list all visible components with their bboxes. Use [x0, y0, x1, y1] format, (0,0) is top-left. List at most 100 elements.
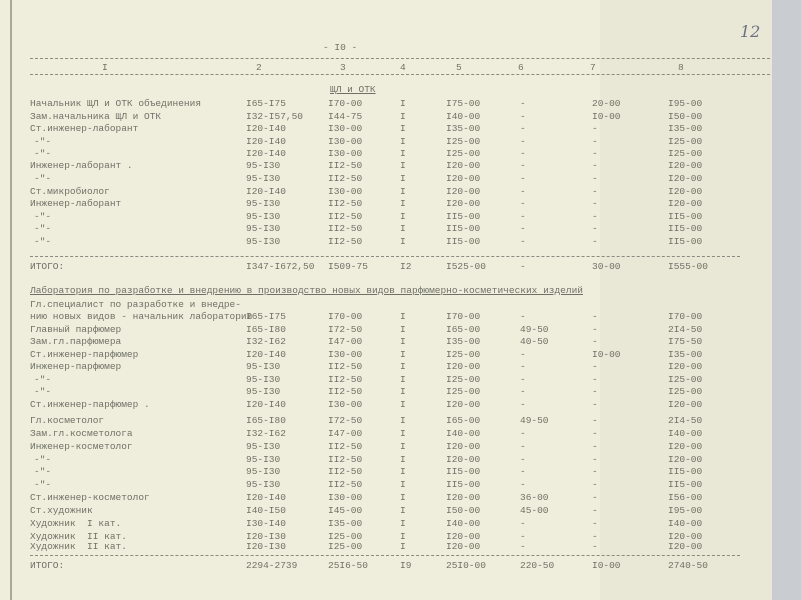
- cell-col-6: -: [520, 399, 526, 410]
- cell-col-1: Художник II кат.: [30, 531, 127, 542]
- cell-col-3: I72-50: [328, 324, 363, 335]
- cell-col-6: -: [520, 223, 526, 234]
- cell-col-5: I40-00: [446, 428, 481, 439]
- cell-col-5: II5-00: [446, 466, 481, 477]
- cell-col-1: Ст.микробиолог: [30, 186, 110, 197]
- section-title: ЩЛ и ОТК: [330, 84, 376, 95]
- cell-col-8: I35-00: [668, 349, 703, 360]
- cell-col-2: 95-I30: [246, 160, 281, 171]
- cell-col-7: -: [592, 541, 598, 552]
- page-number: - I0 -: [323, 42, 358, 53]
- cell-col-1: Главный парфюмер: [30, 324, 122, 335]
- cell-col-2: 95-I30: [246, 223, 281, 234]
- cell-col-7: I0-00: [592, 560, 621, 571]
- cell-col-5: I65-00: [446, 415, 481, 426]
- cell-col-7: -: [592, 361, 598, 372]
- cell-col-2: I347-I672,50: [246, 261, 315, 272]
- cell-col-4: I: [400, 374, 406, 385]
- cell-col-8: I25-00: [668, 386, 703, 397]
- cell-col-4: I: [400, 223, 406, 234]
- cell-col-2: I30-I40: [246, 518, 286, 529]
- cell-col-4: I: [400, 386, 406, 397]
- cell-col-1: -"-: [34, 466, 52, 477]
- cell-col-8: I20-00: [668, 441, 703, 452]
- cell-col-2: 95-I30: [246, 361, 281, 372]
- cell-col-8: I40-00: [668, 518, 703, 529]
- cell-col-5: I20-00: [446, 492, 481, 503]
- cell-col-5: 25I0-00: [446, 560, 486, 571]
- cell-col-3: I30-00: [328, 492, 363, 503]
- cell-col-2: 95-I30: [246, 173, 281, 184]
- cell-col-8: I20-00: [668, 454, 703, 465]
- column-header: 4: [400, 62, 406, 73]
- cell-col-2: 95-I30: [246, 211, 281, 222]
- cell-col-8: I20-00: [668, 173, 703, 184]
- cell-col-3: I509-75: [328, 261, 368, 272]
- cell-col-5: I20-00: [446, 454, 481, 465]
- cell-col-8: 2I4-50: [668, 324, 703, 335]
- cell-col-4: I: [400, 111, 406, 122]
- cell-col-5: I20-00: [446, 186, 481, 197]
- cell-col-5: II5-00: [446, 223, 481, 234]
- cell-col-3: II2-50: [328, 466, 363, 477]
- cell-col-5: I75-00: [446, 98, 481, 109]
- cell-col-6: -: [520, 518, 526, 529]
- cell-col-4: I9: [400, 560, 412, 571]
- cell-col-1: Инженер-лаборант .: [30, 160, 133, 171]
- cell-col-2: I20-I40: [246, 148, 286, 159]
- cell-col-6: -: [520, 111, 526, 122]
- cell-col-2: I20-I40: [246, 186, 286, 197]
- cell-col-8: I20-00: [668, 361, 703, 372]
- cell-col-2: 95-I30: [246, 374, 281, 385]
- cell-col-4: I: [400, 98, 406, 109]
- cell-col-5: I20-00: [446, 160, 481, 171]
- cell-col-2: 2294-2739: [246, 560, 298, 571]
- cell-col-6: -: [520, 349, 526, 360]
- cell-col-1: -"-: [34, 211, 52, 222]
- total-rule: [30, 555, 740, 556]
- cell-col-3: I47-00: [328, 428, 363, 439]
- cell-col-6: -: [520, 136, 526, 147]
- column-header: I: [102, 62, 108, 73]
- cell-col-4: I: [400, 415, 406, 426]
- cell-col-1: -"-: [34, 236, 52, 247]
- cell-col-6: -: [520, 466, 526, 477]
- cell-col-3: II2-50: [328, 236, 363, 247]
- cell-col-7: -: [592, 173, 598, 184]
- cell-col-4: I: [400, 428, 406, 439]
- cell-col-5: I25-00: [446, 386, 481, 397]
- cell-col-4: I: [400, 349, 406, 360]
- cell-col-7: -: [592, 160, 598, 171]
- cell-col-1: -"-: [34, 454, 52, 465]
- cell-col-1: -"-: [34, 136, 52, 147]
- cell-col-1: -"-: [34, 223, 52, 234]
- cell-col-6: -: [520, 198, 526, 209]
- cell-col-3: II2-50: [328, 198, 363, 209]
- cell-col-4: I: [400, 466, 406, 477]
- cell-col-4: I: [400, 492, 406, 503]
- cell-col-2: 95-I30: [246, 198, 281, 209]
- cell-col-8: I25-00: [668, 374, 703, 385]
- column-header: 7: [590, 62, 596, 73]
- handwritten-page-number: 12: [740, 22, 761, 41]
- cell-col-7: 20-00: [592, 98, 621, 109]
- cell-col-5: I65-00: [446, 324, 481, 335]
- cell-col-2: 95-I30: [246, 386, 281, 397]
- cell-col-3: I30-00: [328, 399, 363, 410]
- column-header: 2: [256, 62, 262, 73]
- cell-col-6: -: [520, 386, 526, 397]
- cell-col-5: I20-00: [446, 173, 481, 184]
- cell-col-7: -: [592, 198, 598, 209]
- cell-col-1: Ст.инженер-парфюмер: [30, 349, 139, 360]
- cell-col-5: I25-00: [446, 148, 481, 159]
- cell-col-4: I: [400, 236, 406, 247]
- cell-col-6: -: [520, 441, 526, 452]
- cell-col-8: I25-00: [668, 136, 703, 147]
- cell-col-1: Гл.специалист по разработке и внедре-: [30, 299, 241, 310]
- cell-col-7: -: [592, 386, 598, 397]
- cell-col-3: II2-50: [328, 479, 363, 490]
- column-header: 5: [456, 62, 462, 73]
- cell-col-4: I: [400, 148, 406, 159]
- cell-col-5: I35-00: [446, 123, 481, 134]
- cell-col-1: нию новых видов - начальник лаборатории: [30, 311, 253, 322]
